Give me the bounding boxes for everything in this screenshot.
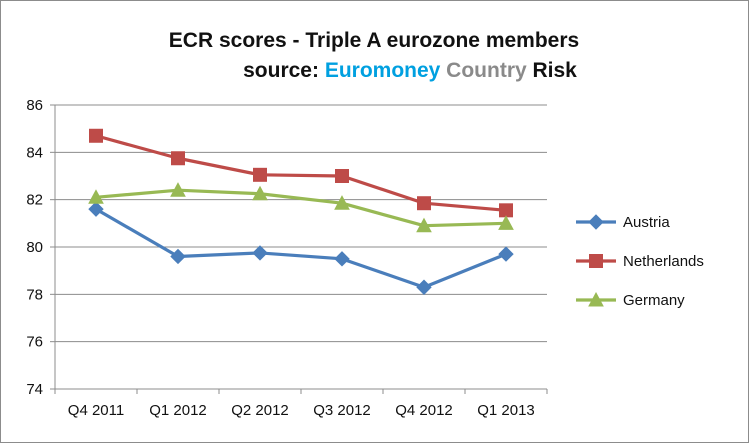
data-point [498, 246, 514, 262]
data-point [334, 251, 350, 267]
x-tick-label: Q4 2012 [395, 402, 453, 419]
subtitle-part: Euromoney [325, 59, 441, 82]
legend: Austria Netherlands Germany [576, 214, 704, 309]
chart-subtitle: source: Euromoney Country Risk [243, 59, 577, 82]
data-point [170, 248, 186, 265]
data-point [334, 195, 350, 210]
y-tick-label: 84 [26, 144, 43, 161]
y-tick-label: 76 [26, 334, 43, 351]
chart-title: ECR scores - Triple A eurozone members [169, 29, 579, 52]
data-point [88, 201, 104, 217]
legend-item-germany: Germany [576, 291, 685, 309]
data-point [416, 217, 432, 233]
series-netherlands [89, 128, 513, 218]
data-point [253, 167, 267, 182]
x-tick-label: Q2 2012 [231, 402, 289, 419]
data-point [170, 182, 186, 197]
series-line [95, 188, 507, 228]
data-point [499, 203, 513, 218]
legend-marker [589, 254, 603, 268]
y-tick-label: 78 [26, 286, 43, 303]
y-tick-label: 86 [26, 97, 43, 114]
x-tick-label: Q3 2012 [313, 402, 371, 419]
series-germany [88, 182, 514, 233]
series-austria [88, 201, 514, 295]
legend-marker [588, 214, 604, 230]
y-tick-label: 74 [26, 381, 43, 398]
data-point [416, 279, 432, 295]
y-tick-label: 80 [26, 239, 43, 256]
subtitle-part: source: [243, 59, 325, 82]
series-line [95, 207, 507, 289]
data-point [88, 189, 104, 204]
data-point [252, 185, 268, 201]
legend-label: Germany [623, 292, 685, 309]
x-tick-label: Q1 2013 [477, 402, 535, 419]
data-point [252, 245, 268, 261]
x-tick-label: Q4 2011 [68, 402, 124, 419]
series-layer [88, 128, 514, 295]
data-point [417, 196, 431, 211]
data-point [89, 128, 103, 143]
legend-item-austria: Austria [576, 214, 670, 231]
legend-item-netherlands: Netherlands [576, 253, 704, 270]
subtitle-part: Risk [527, 59, 578, 82]
gridlines [55, 104, 547, 390]
x-tick-label: Q1 2012 [149, 402, 207, 419]
data-point [335, 169, 349, 183]
legend-marker [588, 291, 604, 307]
subtitle-part: Country [440, 59, 527, 82]
series-line [95, 134, 507, 212]
data-point [171, 151, 185, 166]
data-point [498, 215, 514, 230]
legend-label: Austria [623, 214, 670, 231]
axes: 74 76 78 80 82 84 86 Q4 2011 Q1 2012 Q2 2012 Q3 20… [26, 97, 548, 419]
y-tick-label: 82 [26, 192, 43, 209]
legend-label: Netherlands [623, 253, 704, 270]
